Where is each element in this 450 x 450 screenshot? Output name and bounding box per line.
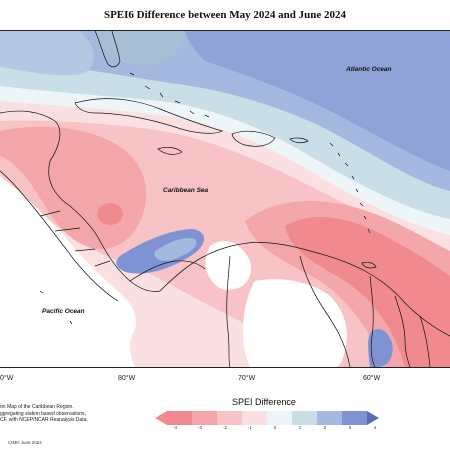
atlantic-wetter-zone [185,31,450,171]
panama-light-wet-zone [154,238,197,261]
map-frame [0,30,450,368]
legend-tick: -2 [222,425,227,430]
caribbean-sea-label: Caribbean Sea [163,187,209,194]
legend-tick: 0 [273,425,277,430]
legend-tick: -1 [247,425,252,430]
legend-swatch [167,411,192,425]
strong-dry-core [97,203,123,225]
longitude-label: 0°W [0,375,14,382]
legend-swatch [192,411,217,425]
map-title: SPEI6 Difference between May 2024 and Ju… [103,9,347,21]
legend-swatch [267,411,292,425]
legend-swatch [242,411,267,425]
map-credit: on Map of the Caribbean Region. ggregati… [0,404,120,424]
legend-tick: -3 [197,425,202,430]
legend-swatch [317,411,342,425]
longitude-label: 70°W [238,375,256,382]
legend-arrow-left [155,411,167,425]
legend-swatch [217,411,242,425]
legend-tick: -4 [172,425,177,430]
pacific-no-data-area [0,176,136,367]
credit-line: CF, with NCEP/NCAR Reanalysis Data. [0,417,88,423]
gulf-wet-zone [0,31,95,76]
legend-swatch [342,411,367,425]
legend-tick: 2 [323,425,327,430]
amazon-no-data-area [243,279,347,367]
atlantic-ocean-label: Atlantic Ocean [346,66,392,73]
legend-tick: 3 [348,425,352,430]
longitude-label: 80°W [118,375,136,382]
bahamas-wet-zone [95,31,185,66]
guianas-strong-dry-zone [285,216,450,367]
colombia-no-data-area [205,241,251,290]
longitude-label: 60°W [363,375,381,382]
amazon-wet-zone [368,329,393,367]
legend-swatch [292,411,317,425]
spei-map [0,31,450,367]
credit-date: CIMH June 2024 [8,440,42,445]
credit-line: ggregating station based observations, [0,410,86,417]
coastlines [0,31,450,367]
legend-tick: 4 [373,425,377,430]
legend-arrow-right [367,411,379,425]
credit-line: on Map of the Caribbean Region. [0,404,74,410]
color-legend [155,411,379,425]
legend-tick: 1 [298,425,302,430]
pacific-ocean-label: Pacific Ocean [42,308,85,315]
legend-title: SPEI Difference [232,397,296,407]
